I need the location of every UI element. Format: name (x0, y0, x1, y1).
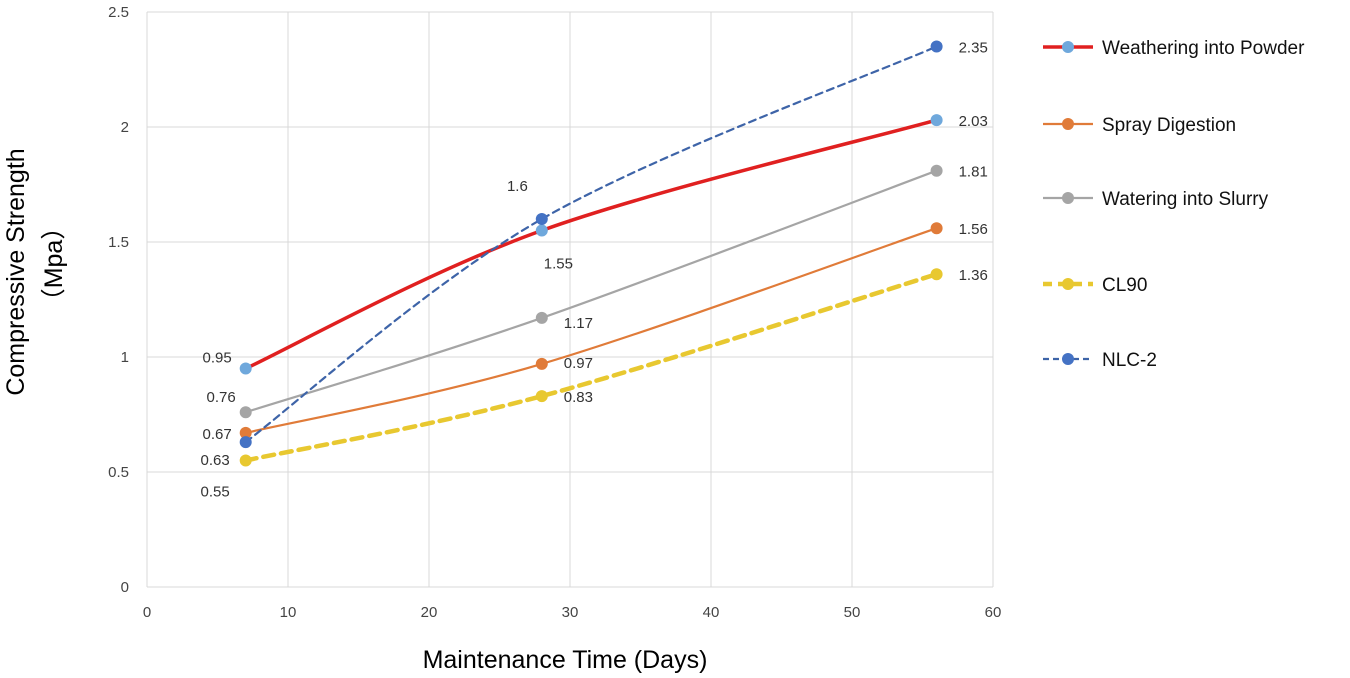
data-label: 2.03 (959, 113, 988, 130)
y-tick-label: 0.5 (108, 464, 129, 481)
y-axis-title: Compressive Strength (2, 148, 30, 395)
legend-swatch-marker (1062, 118, 1074, 130)
data-point (239, 406, 252, 419)
x-tick-label: 0 (143, 604, 151, 621)
data-point (930, 114, 943, 127)
legend-item: Weathering into Powder (1043, 38, 1305, 59)
y-tick-label: 1.5 (108, 234, 129, 251)
series-lines (239, 40, 943, 467)
x-tick-label: 60 (985, 604, 1002, 621)
data-point (535, 213, 548, 225)
legend-item: NLC-2 (1043, 350, 1157, 371)
y-tick-label: 1 (121, 349, 129, 366)
data-point (930, 40, 943, 53)
legend-label: Weathering into Powder (1102, 38, 1305, 59)
y-tick-label: 0 (121, 579, 129, 596)
x-tick-label: 10 (280, 604, 297, 621)
data-point (535, 224, 548, 237)
data-label: 1.81 (959, 164, 988, 181)
legend-item: CL90 (1043, 275, 1147, 296)
y-axis-ticks: 0 0.5 1 1.5 2 2.5 (108, 4, 129, 596)
series-line (244, 227, 938, 434)
data-label: 0.95 (202, 350, 231, 367)
data-label: 0.63 (200, 452, 229, 469)
series-spray-digestion (239, 222, 943, 439)
data-point (535, 357, 548, 370)
series-line (243, 271, 939, 463)
legend-label: NLC-2 (1102, 350, 1157, 371)
legend-label: CL90 (1102, 275, 1147, 296)
legend-swatch-marker (1062, 192, 1074, 204)
data-label: 2.35 (959, 40, 988, 57)
data-label: 0.97 (564, 355, 593, 372)
series-line (244, 169, 938, 414)
grid-lines (146, 11, 994, 588)
data-label: 0.76 (206, 389, 235, 406)
legend-item: Watering into Slurry (1043, 189, 1269, 210)
data-label: 1.55 (544, 256, 573, 273)
legend-label: Spray Digestion (1102, 115, 1236, 136)
series-cl90 (239, 268, 943, 467)
y-tick-label: 2 (121, 119, 129, 136)
data-label: 1.17 (564, 315, 593, 332)
y-axis-unit: （Mpa） (40, 215, 68, 314)
legend-label: Watering into Slurry (1102, 189, 1269, 210)
series-watering-into-slurry (239, 164, 943, 419)
data-point (239, 454, 252, 467)
legend-item: Spray Digestion (1043, 115, 1236, 136)
data-point (930, 164, 943, 177)
data-point (239, 426, 252, 439)
data-point (535, 390, 548, 403)
data-label: 0.83 (564, 389, 593, 406)
y-tick-label: 2.5 (108, 4, 129, 21)
x-tick-label: 20 (421, 604, 438, 621)
data-point (930, 268, 943, 281)
data-label: 0.55 (200, 484, 229, 501)
legend-swatch-marker (1062, 353, 1074, 365)
series-weathering-into-powder (239, 114, 943, 375)
x-tick-label: 50 (844, 604, 861, 621)
data-point (930, 222, 943, 235)
data-point (239, 436, 252, 449)
data-labels: 0.95 1.55 2.03 0.67 0.97 1.56 0.76 1.17 1.81 0.55… (200, 40, 987, 501)
x-axis-title: Maintenance Time (Days) (423, 646, 708, 674)
x-tick-label: 30 (562, 604, 579, 621)
data-label: 1.56 (959, 221, 988, 238)
data-label: 1.36 (959, 267, 988, 284)
legend-swatch-marker (1062, 41, 1074, 53)
data-point (535, 311, 548, 324)
x-axis-ticks: 0 10 20 30 40 50 60 (143, 604, 1002, 621)
legend: Weathering into Powder Spray Digestion Wat… (1043, 38, 1305, 371)
data-label: 1.6 (507, 178, 528, 195)
data-point (239, 362, 252, 375)
x-tick-label: 40 (703, 604, 720, 621)
legend-swatch-marker (1062, 278, 1074, 290)
data-label: 0.67 (202, 426, 231, 443)
series-nlc-2 (239, 40, 943, 449)
